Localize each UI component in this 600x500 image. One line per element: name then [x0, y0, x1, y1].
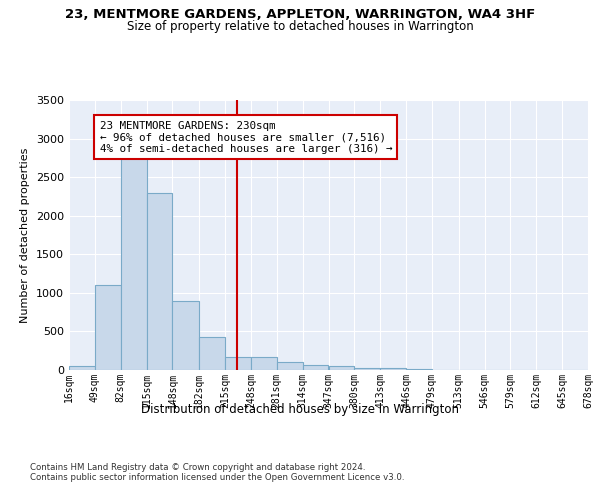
Y-axis label: Number of detached properties: Number of detached properties	[20, 148, 31, 322]
Text: 23 MENTMORE GARDENS: 230sqm
← 96% of detached houses are smaller (7,516)
4% of s: 23 MENTMORE GARDENS: 230sqm ← 96% of det…	[100, 121, 392, 154]
Bar	[121, 158, 146, 370]
Bar	[380, 368, 406, 370]
Text: 23, MENTMORE GARDENS, APPLETON, WARRINGTON, WA4 3HF: 23, MENTMORE GARDENS, APPLETON, WARRINGT…	[65, 8, 535, 20]
Bar	[355, 368, 380, 370]
Bar	[302, 365, 329, 370]
Text: Contains HM Land Registry data © Crown copyright and database right 2024.
Contai: Contains HM Land Registry data © Crown c…	[30, 462, 404, 482]
Bar	[95, 285, 121, 370]
Bar	[199, 337, 225, 370]
Bar	[277, 362, 302, 370]
Bar	[329, 366, 355, 370]
Bar	[225, 356, 251, 370]
Text: Size of property relative to detached houses in Warrington: Size of property relative to detached ho…	[127, 20, 473, 33]
Bar	[69, 366, 95, 370]
Bar	[172, 300, 199, 370]
Text: Distribution of detached houses by size in Warrington: Distribution of detached houses by size …	[141, 402, 459, 415]
Bar	[251, 356, 277, 370]
Bar	[406, 369, 432, 370]
Bar	[146, 192, 172, 370]
